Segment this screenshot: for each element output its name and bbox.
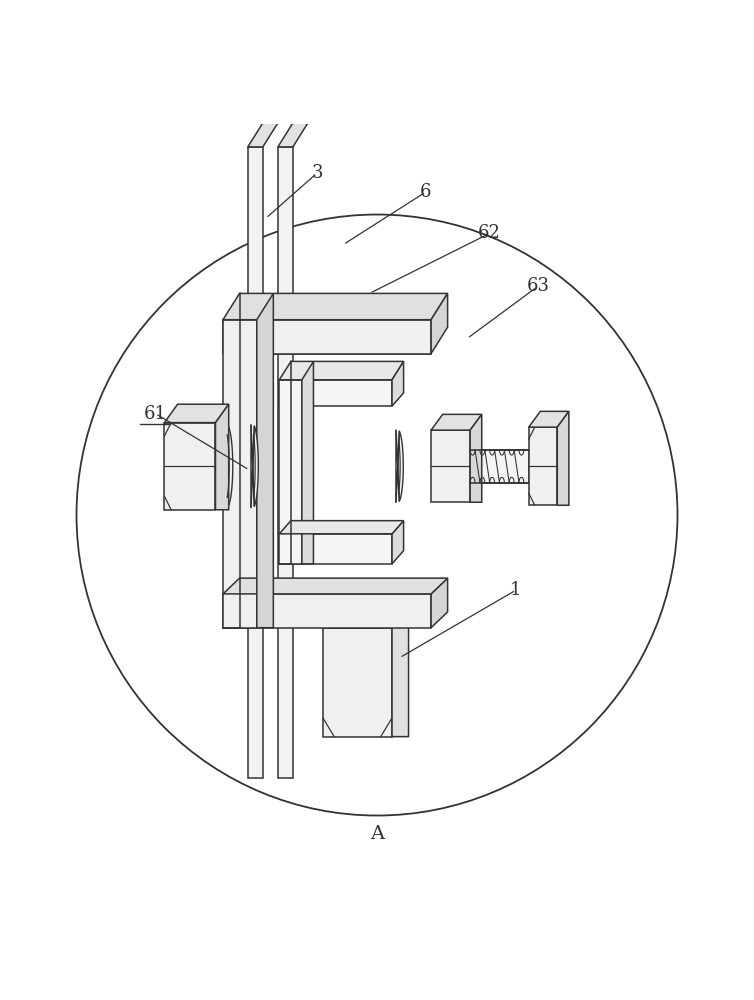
- Text: 61: 61: [144, 405, 167, 423]
- Polygon shape: [392, 521, 403, 564]
- Circle shape: [76, 215, 678, 816]
- Polygon shape: [223, 293, 448, 320]
- Polygon shape: [279, 521, 403, 534]
- Polygon shape: [529, 427, 557, 505]
- Polygon shape: [529, 411, 569, 427]
- Polygon shape: [223, 578, 448, 594]
- Polygon shape: [431, 293, 448, 354]
- Polygon shape: [223, 320, 431, 354]
- Polygon shape: [323, 628, 392, 737]
- Text: A: A: [370, 825, 384, 843]
- Polygon shape: [216, 404, 228, 510]
- Polygon shape: [396, 430, 403, 502]
- Text: 62: 62: [478, 224, 501, 242]
- Polygon shape: [164, 423, 216, 510]
- Polygon shape: [392, 361, 403, 406]
- Polygon shape: [248, 121, 279, 147]
- Polygon shape: [225, 425, 233, 508]
- Polygon shape: [470, 414, 482, 502]
- Polygon shape: [279, 380, 302, 564]
- Polygon shape: [279, 534, 392, 564]
- Polygon shape: [431, 430, 470, 502]
- Polygon shape: [392, 601, 409, 737]
- Polygon shape: [223, 320, 431, 354]
- Polygon shape: [431, 414, 482, 430]
- Text: 63: 63: [527, 277, 550, 295]
- Polygon shape: [223, 594, 431, 628]
- Polygon shape: [277, 147, 293, 778]
- Polygon shape: [557, 411, 569, 505]
- Polygon shape: [248, 147, 263, 778]
- Polygon shape: [279, 361, 403, 380]
- Polygon shape: [470, 450, 529, 483]
- Polygon shape: [251, 425, 259, 508]
- Polygon shape: [323, 601, 409, 628]
- Text: 1: 1: [510, 581, 522, 599]
- Polygon shape: [279, 380, 392, 406]
- Text: 3: 3: [311, 164, 323, 182]
- Polygon shape: [302, 361, 314, 564]
- Polygon shape: [223, 320, 257, 628]
- Text: 6: 6: [420, 183, 431, 201]
- Polygon shape: [257, 293, 274, 628]
- Polygon shape: [277, 121, 309, 147]
- Polygon shape: [164, 404, 228, 423]
- Polygon shape: [431, 578, 448, 628]
